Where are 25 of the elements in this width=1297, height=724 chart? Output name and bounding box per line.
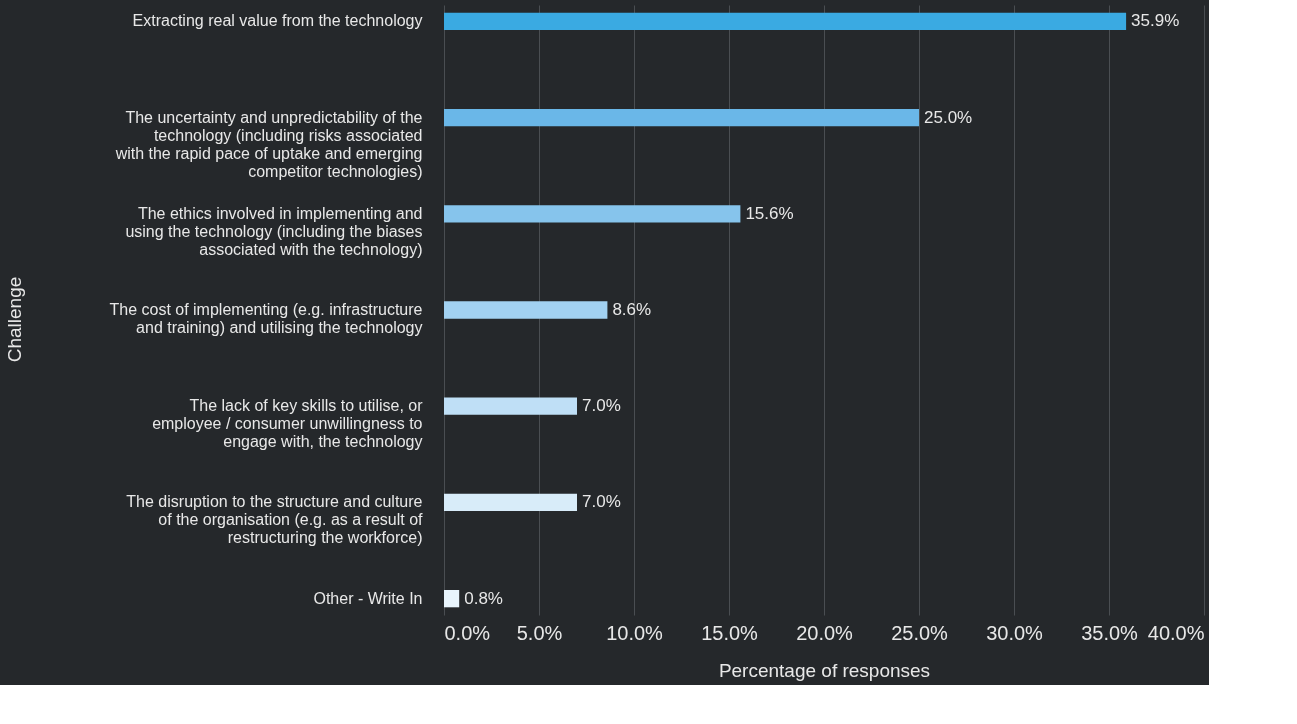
y-axis-title: Challenge <box>3 276 25 363</box>
x-tick-label: 5.0% <box>516 621 563 644</box>
y-tick-label: Other - Write In <box>313 589 423 607</box>
x-tick-label: 20.0% <box>796 621 854 644</box>
x-tick-label: 25.0% <box>891 621 949 644</box>
y-tick-label: The cost of implementing (e.g. infrastructure and training) and utilising the technology <box>109 301 423 336</box>
data-label: 15.6% <box>745 203 794 223</box>
data-label: 0.8% <box>464 588 503 608</box>
y-tick-label: The ethics involved in implementing and using the technology (including the biases associated with the technology) <box>125 204 423 258</box>
y-tick-label: Extracting real value from the technology <box>132 12 423 30</box>
x-tick-label: 40.0% <box>1147 621 1205 644</box>
y-tick-label: The uncertainty and unpredictability of the technology (including risks associated with the rapid pace of uptake and emerging competitor technologies) <box>114 108 423 180</box>
data-label: 35.9% <box>1131 11 1180 31</box>
y-tick-label: The disruption to the structure and culture of the organisation (e.g. as a result of restructuring the workforce) <box>126 493 424 547</box>
x-tick-label: 35.0% <box>1081 621 1139 644</box>
x-tick-label: 15.0% <box>701 621 759 644</box>
x-tick-label: 0.0% <box>444 621 491 644</box>
data-label: 25.0% <box>924 107 973 127</box>
x-tick-label: 30.0% <box>986 621 1044 644</box>
y-tick-label: The lack of key skills to utilise, or employee / consumer unwillingness to engage with, the technology <box>152 397 424 451</box>
data-label: 7.0% <box>582 492 621 512</box>
x-tick-label: 10.0% <box>606 621 664 644</box>
x-axis-title: Percentage of responses <box>718 659 931 681</box>
data-label: 8.6% <box>612 300 652 319</box>
data-label: 7.0% <box>582 396 621 416</box>
